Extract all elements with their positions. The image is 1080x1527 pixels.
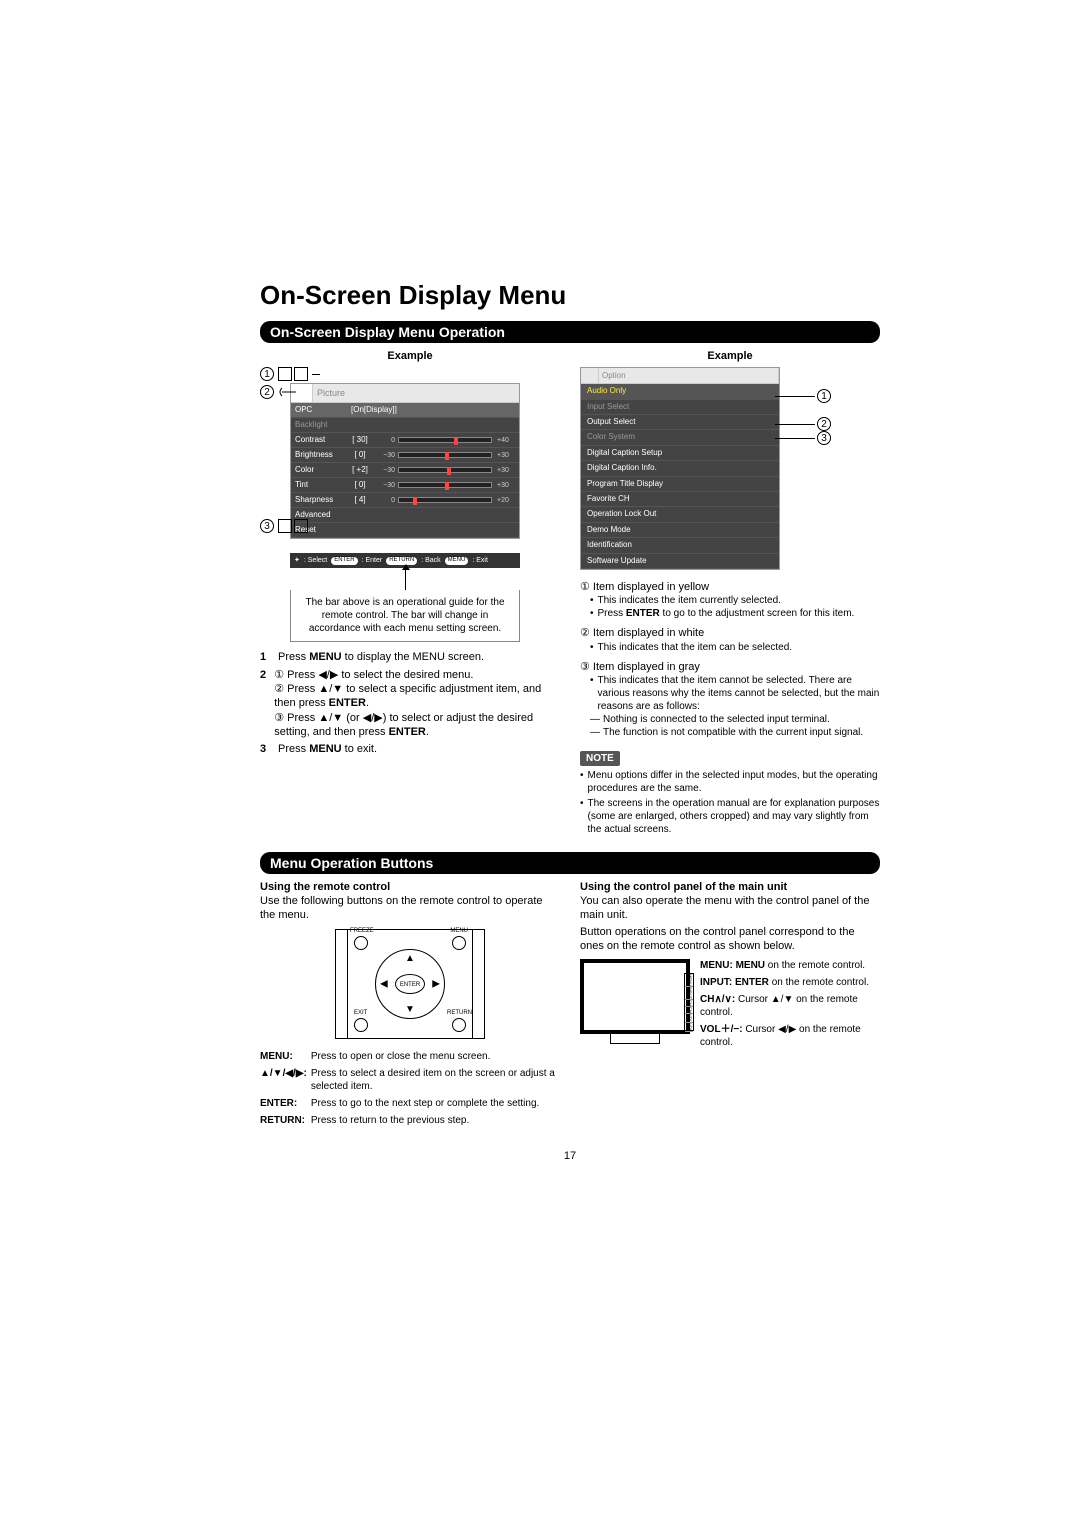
remote-column: Using the remote control Use the followi… [260,880,560,1130]
option-menu-row: Digital Caption Info. [581,461,779,476]
section-operation: On-Screen Display Menu Operation [260,321,880,343]
option-menu-row: Favorite CH [581,492,779,507]
tab-icons-bottom [278,519,308,533]
note-badge: NOTE [580,751,620,766]
option-menu-row: Audio Only [581,384,779,399]
callout-3: 3 [260,519,274,533]
page-number: 17 [260,1150,880,1162]
dpad: ENTER ▲ ▼ ◀ ▶ [375,949,445,1019]
legend-item: ① Item displayed in yellowThis indicates… [580,580,880,620]
callout-1: 1 [260,367,274,381]
example-label-right: Example [580,349,880,363]
option-menu-row: Color System [581,430,779,445]
legend-item: ② Item displayed in whiteThis indicates … [580,626,880,653]
tv-diagram: MENUINPUTCHCHVOLVOL [580,959,690,1044]
step-3: 3 Press MENU to exit. [260,742,560,756]
caption-box: The bar above is an operational guide fo… [290,590,520,642]
step-2: 2 ① Press ◀/▶ to select the desired menu… [260,668,560,739]
option-menu-row: Input Select [581,400,779,415]
section-buttons: Menu Operation Buttons [260,852,880,874]
panel-definitions: MENU: MENU on the remote control.INPUT: … [700,959,880,1053]
step-1: 1 Press MENU to display the MENU screen. [260,650,560,664]
left-column: Example 1 Picture OPC[On[Display]]Backli… [260,349,560,838]
remote-diagram: FREEZE MENU ENTER ▲ ▼ ◀ ▶ EXIT RETURN [335,929,485,1039]
tab-icons-top [278,367,308,381]
option-menu-row: Digital Caption Setup [581,446,779,461]
right-column: Example Option Audio OnlyInput SelectOut… [580,349,880,838]
callout-2: 2 [260,385,274,399]
option-menu-row: Software Update [581,554,779,569]
legend-item: ③ Item displayed in grayThis indicates t… [580,660,880,739]
panel-heading: Using the control panel of the main unit [580,880,880,894]
option-menu: Option Audio OnlyInput SelectOutput Sele… [580,367,780,570]
option-menu-row: Operation Lock Out [581,507,779,522]
option-menu-row: Output Select [581,415,779,430]
option-menu-row: Program Title Display [581,477,779,492]
panel-column: Using the control panel of the main unit… [580,880,880,1130]
remote-heading: Using the remote control [260,880,560,894]
example-label-left: Example [260,349,560,363]
page-title: On-Screen Display Menu [260,280,880,311]
notes-list: Menu options differ in the selected inpu… [580,769,880,836]
picture-tab-label: Picture [313,384,519,402]
option-menu-row: Demo Mode [581,523,779,538]
option-menu-row: Identification [581,538,779,553]
page-content: On-Screen Display Menu On-Screen Display… [260,280,880,1162]
remote-definitions: MENU:Press to open or close the menu scr… [260,1049,560,1130]
